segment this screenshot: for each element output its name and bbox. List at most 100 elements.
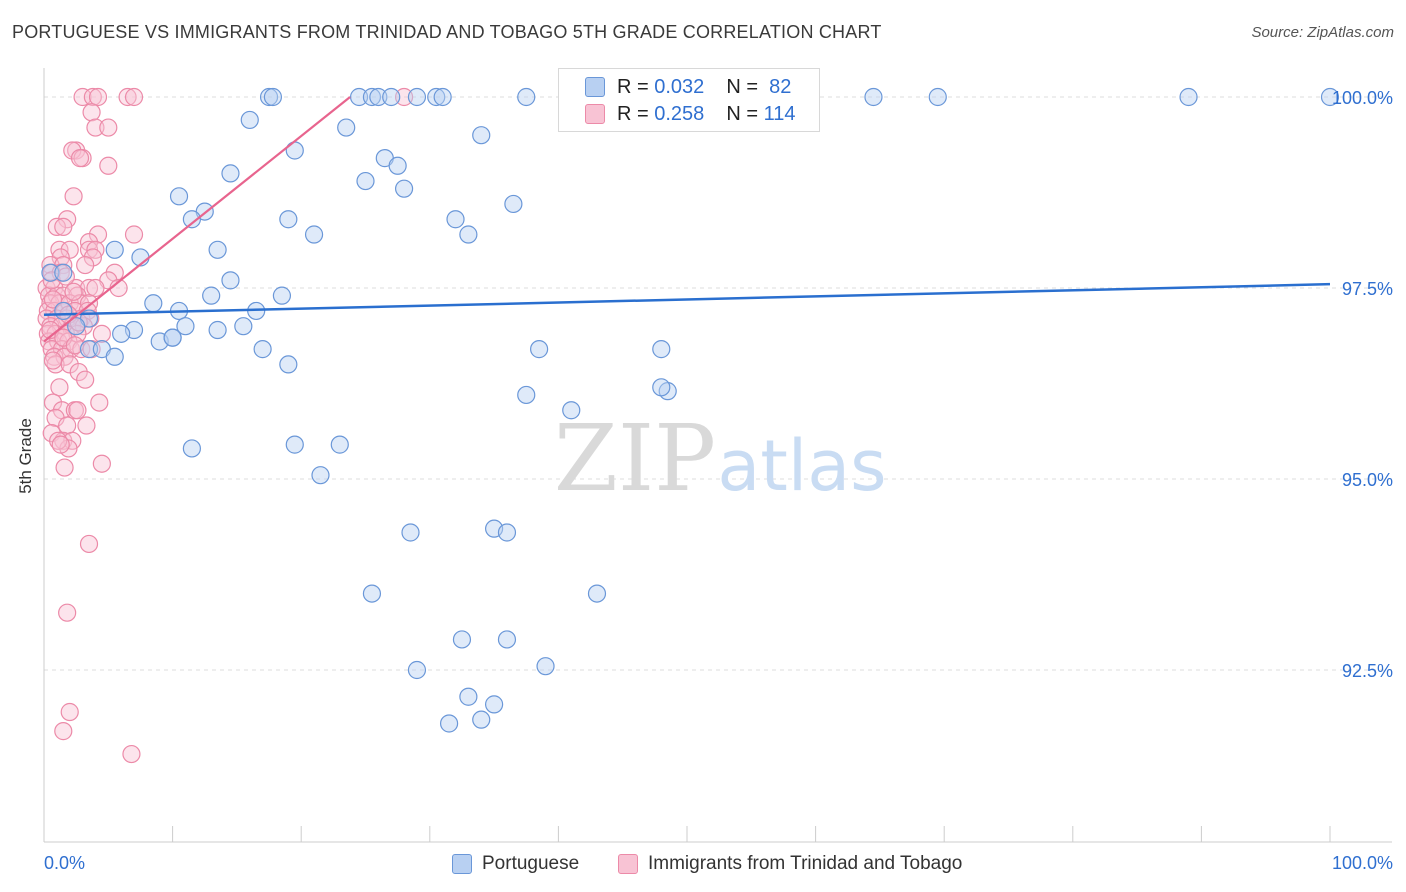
watermark-zip: ZIP [554,405,716,512]
trinidad-point-102 [122,744,141,764]
trinidad-point-10 [63,141,82,160]
bottom-legend-swatch-pink [618,854,638,874]
trinidad-point-112 [43,351,63,370]
trinidad-point-2 [88,87,108,107]
portuguese-point-48 [234,317,253,336]
source-credit: Source: ZipAtlas.com [1251,24,1394,41]
trinidad-point-67 [92,324,111,343]
trinidad-point-38 [86,278,105,298]
watermark-atlas: atlas [717,425,886,507]
portuguese-point-39 [144,294,163,313]
trinidad-point-20 [79,233,99,252]
trinidad-point-82 [50,378,69,397]
portuguese-point-57 [279,355,298,374]
trinidad-point-29 [76,255,95,275]
trinidad-point-3 [118,87,137,107]
portuguese-point-27 [279,210,298,229]
portuguese-point-41 [202,286,221,305]
trinidad-point-14 [64,187,83,206]
portuguese-point-1 [263,87,283,107]
portuguese-point-5 [382,87,401,107]
portuguese-point-65 [285,435,304,454]
legend-r-value-portuguese: 0.032 [654,75,705,98]
portuguese-point-66 [330,435,349,454]
trinidad-point-98 [79,534,99,554]
y-tick-label-0: 92.5% [1342,661,1393,681]
legend-swatch-blue [585,77,605,97]
portuguese-point-36 [54,263,73,282]
portuguese-point-14 [1320,87,1340,107]
trinidad-point-21 [50,240,69,259]
portuguese-point-30 [446,210,465,229]
trinidad-point-5 [394,87,414,107]
trinidad-point-6 [82,103,101,122]
portuguese-point-24 [169,187,189,206]
portuguese-point-21 [221,164,240,183]
legend-n-value-portuguese: 82 [769,75,792,98]
portuguese-point-20 [388,156,407,175]
trinidad-point-81 [76,370,95,389]
portuguese-point-38 [272,286,292,305]
trinidad-point-80 [69,362,88,382]
portuguese-point-64 [182,439,201,458]
stats-legend: R = 0.032 N = 82 R = 0.258 N = 114 [558,68,820,132]
legend-n-label: N = [726,102,758,125]
portuguese-point-33 [208,240,227,259]
trinidad-point-97 [55,458,74,477]
portuguese-point-12 [928,87,947,107]
portuguese-point-43 [54,301,73,321]
portuguese-point-9 [517,87,536,107]
portuguese-trend-line [43,282,1331,316]
portuguese-point-22 [356,171,375,191]
portuguese-point-59 [652,340,671,359]
trinidad-point-7 [86,118,105,137]
portuguese-point-70 [497,523,517,542]
bottom-legend-label-portuguese: Portuguese [482,853,580,874]
bottom-legend-portuguese: Portuguese [452,852,579,876]
portuguese-point-37 [221,271,240,290]
trinidad-point-13 [99,156,118,175]
portuguese-point-55 [253,340,272,359]
x-tick-label-min: 0.0% [44,853,85,873]
legend-swatch-pink [585,104,605,124]
trinidad-point-111 [65,336,84,355]
legend-row-portuguese: R = 0.032 N = 82 [585,75,791,99]
portuguese-point-77 [459,687,478,706]
bottom-legend-label-trinidad: Immigrants from Trinidad and Tobago [648,853,963,874]
portuguese-point-58 [530,340,549,359]
legend-n-label: N = [726,75,758,98]
trinidad-point-1 [83,87,102,107]
portuguese-point-7 [427,87,446,107]
portuguese-point-62 [652,378,671,397]
trinidad-point-99 [58,603,77,622]
bottom-legend-swatch-blue [452,854,472,874]
trinidad-point-0 [73,87,92,107]
portuguese-point-71 [362,584,382,603]
portuguese-point-0 [259,87,279,107]
watermark: ZIP atlas [554,405,887,512]
portuguese-point-13 [1179,87,1198,107]
trinidad-point-16 [47,217,66,236]
portuguese-point-73 [452,630,472,649]
trinidad-point-19 [124,225,144,244]
chart-title: PORTUGUESE VS IMMIGRANTS FROM TRINIDAD A… [12,22,882,42]
trinidad-point-30 [105,263,124,282]
portuguese-point-60 [517,385,536,405]
portuguese-point-17 [472,126,491,145]
portuguese-point-2 [349,87,369,107]
axis-layer [43,68,1392,843]
portuguese-point-28 [304,225,324,244]
trinidad-point-106 [43,290,63,309]
portuguese-point-53 [79,340,99,359]
y-tick-label-1: 95.0% [1342,470,1393,490]
portuguese-point-3 [362,87,382,107]
trinidad-point-96 [92,454,111,473]
legend-r-label: R = [617,75,649,98]
portuguese-point-74 [497,630,517,649]
portuguese-point-8 [433,87,452,107]
trinidad-trend-line [43,96,351,343]
portuguese-point-32 [105,240,124,259]
trinidad-point-101 [54,722,73,741]
portuguese-point-29 [459,225,478,244]
